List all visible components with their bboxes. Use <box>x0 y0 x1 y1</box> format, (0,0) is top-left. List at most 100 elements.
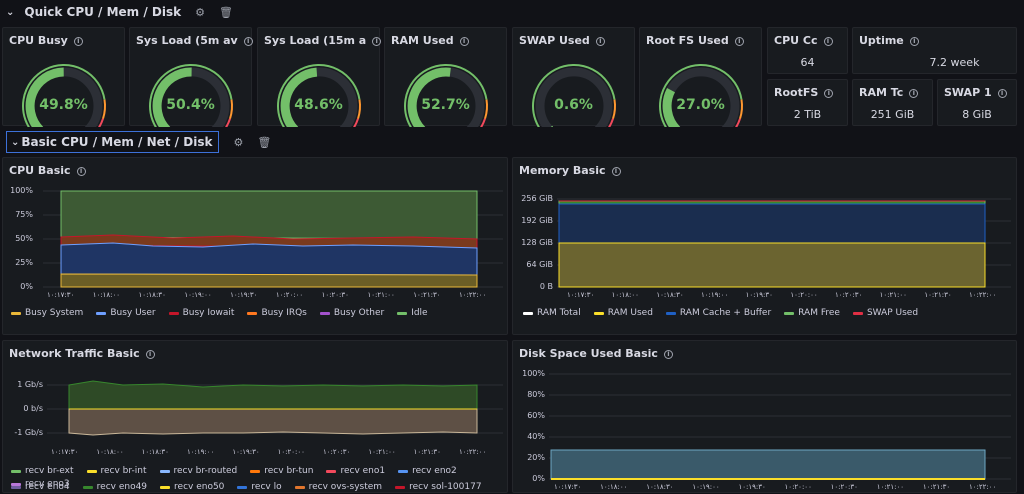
info-icon[interactable]: i <box>997 88 1007 98</box>
legend-swatch <box>250 469 261 473</box>
legend-item[interactable]: recv br-routed <box>159 466 237 476</box>
info-icon[interactable]: i <box>145 349 155 359</box>
legend-swatch <box>395 485 406 489</box>
gauge-panel[interactable]: Sys Load (15m a i 48.6% <box>257 27 382 127</box>
network-basic-graph <box>47 380 503 436</box>
legend-item[interactable]: recv br-int <box>86 466 147 476</box>
legend-item[interactable]: Busy User <box>96 308 156 318</box>
legend-label: Busy Other <box>333 308 385 318</box>
area-root-fs <box>550 449 986 480</box>
info-icon[interactable]: i <box>909 36 919 46</box>
y-tick: 0% <box>20 282 33 291</box>
legend-item[interactable]: recv eno3 <box>11 479 70 489</box>
gauge-fill <box>152 67 192 127</box>
gauge-panel[interactable]: Sys Load (5m av i 50.4% <box>129 27 253 127</box>
panel-cpu-basic[interactable]: CPU Basic i 100% 75% 50% 25% 0% ۱۰:۱۷:۳۰ ۱… <box>2 157 508 335</box>
legend-item[interactable]: recv eno1 <box>326 466 385 476</box>
legend-item[interactable]: recv lo <box>237 482 282 492</box>
x-tick: ۱۰:۲۱:۰۰ <box>368 448 396 456</box>
stat-panel-rootfs[interactable]: RootFS i 2 TiB <box>767 79 848 126</box>
legend-label: RAM Cache + Buffer <box>679 308 772 318</box>
gauge-threshold-warn <box>484 99 488 120</box>
legend-item[interactable]: recv eno2 <box>398 466 457 476</box>
info-icon[interactable]: i <box>372 36 382 46</box>
gauge-panel[interactable]: Root FS Used i 27.0% <box>639 27 762 127</box>
stat-panel-swap-total[interactable]: SWAP 1 i 8 GiB <box>937 79 1017 126</box>
info-icon[interactable]: i <box>595 36 605 46</box>
legend-item[interactable]: Busy System <box>11 308 83 318</box>
info-icon[interactable]: i <box>824 88 834 98</box>
stat-panel-ram-total[interactable]: RAM Tc i 251 GiB <box>852 79 933 126</box>
legend-item[interactable]: recv br-tun <box>250 466 313 476</box>
chevron-down-icon[interactable]: ⌄ <box>11 136 20 148</box>
gauge-fill <box>407 67 451 127</box>
gauge-graphic <box>22 64 106 127</box>
legend-item[interactable]: recv ovs-system <box>294 482 382 492</box>
legend-swatch <box>82 485 93 489</box>
row-header-quick[interactable]: ⌄ Quick CPU / Mem / Disk ⚙ 🗑 <box>0 1 233 23</box>
legend-swatch <box>326 469 337 473</box>
legend-item[interactable]: SWAP Used <box>852 308 918 318</box>
x-tick: ۱۰:۲۱:۰۰ <box>879 291 907 299</box>
panel-title: CPU Basic <box>9 164 71 177</box>
legend-item[interactable]: recv br-ext <box>11 466 74 476</box>
legend-item[interactable]: Busy IRQs <box>247 308 307 318</box>
gauge-panel[interactable]: SWAP Used i 0.6% <box>512 27 635 127</box>
legend: RAM Total RAM Used RAM Cache + Buffer RAM F… <box>523 308 918 318</box>
stat-value: 251 GiB <box>870 108 915 121</box>
info-icon[interactable]: i <box>909 88 919 98</box>
info-icon[interactable]: i <box>823 36 833 46</box>
y-tick: 0% <box>532 474 545 483</box>
x-tick: ۱۰:۲۰:۳۰ <box>321 291 349 299</box>
info-icon[interactable]: i <box>734 36 744 46</box>
panel-title: Sys Load (15m a <box>264 34 367 47</box>
legend-item[interactable]: RAM Total <box>523 308 581 318</box>
stat-panel-cpu-cores[interactable]: CPU Cc i 64 <box>767 27 848 74</box>
legend-item[interactable]: RAM Free <box>784 308 840 318</box>
legend-swatch <box>247 311 258 315</box>
legend-swatch <box>397 311 408 315</box>
legend-item[interactable]: RAM Cache + Buffer <box>665 308 772 318</box>
y-tick: 60% <box>527 411 545 420</box>
stat-panel-uptime[interactable]: Uptime i 7.2 week <box>852 27 1017 74</box>
x-tick: ۱۰:۲۱:۳۰ <box>413 291 441 299</box>
legend-item[interactable]: Idle <box>397 308 428 318</box>
legend-item[interactable]: RAM Used <box>593 308 653 318</box>
legend-item[interactable]: recv eno50 <box>160 482 224 492</box>
legend-label: Busy IRQs <box>261 308 307 318</box>
x-tick: ۱۰:۲۰:۳۰ <box>830 483 858 491</box>
legend-item[interactable]: Busy Iowait <box>168 308 234 318</box>
area-user <box>60 242 478 276</box>
gear-icon[interactable]: ⚙ <box>195 5 205 19</box>
info-icon[interactable]: i <box>76 166 86 176</box>
gauge-threshold-crit <box>225 118 231 127</box>
gauge-graphic <box>404 64 488 127</box>
gauge-value: 52.7% <box>421 97 470 113</box>
info-icon[interactable]: i <box>73 36 83 46</box>
gear-icon[interactable]: ⚙ <box>233 135 244 149</box>
legend-label: recv lo <box>251 482 282 492</box>
info-icon[interactable]: i <box>459 36 469 46</box>
gauge-threshold-crit <box>608 118 614 127</box>
info-icon[interactable]: i <box>663 349 673 359</box>
legend-label: recv eno4 <box>25 482 70 492</box>
legend-item[interactable]: recv sol-100177 <box>395 482 482 492</box>
x-tick: ۱۰:۱۷:۳۰ <box>554 483 582 491</box>
gauge-panel[interactable]: CPU Busy i 49.8% <box>2 27 125 127</box>
legend-item[interactable]: recv eno4 <box>11 482 70 492</box>
info-icon[interactable]: i <box>243 36 253 46</box>
trash-icon[interactable]: 🗑 <box>219 5 233 19</box>
legend-label: RAM Used <box>607 308 653 318</box>
legend-item[interactable]: Busy Other <box>319 308 385 318</box>
panel-memory-basic[interactable]: Memory Basic i 256 GiB 192 GiB 128 GiB 64… <box>512 157 1017 335</box>
panel-disk-space-basic[interactable]: Disk Space Used Basic i 100% 80% 60% 40% … <box>512 340 1017 493</box>
legend-item[interactable]: recv eno49 <box>82 482 147 492</box>
chevron-down-icon[interactable]: ⌄ <box>6 6 15 18</box>
y-tick: 80% <box>527 390 545 399</box>
info-icon[interactable]: i <box>611 166 621 176</box>
row-header-basic[interactable]: ⌄ Basic CPU / Mem / Net / Disk ⚙ 🗑 <box>0 131 271 153</box>
panel-network-basic[interactable]: Network Traffic Basic i 1 Gb/s 0 b/s -1 G… <box>2 340 508 493</box>
gauge-panel[interactable]: RAM Used i 52.7% <box>384 27 507 127</box>
trash-icon[interactable]: 🗑 <box>257 135 272 149</box>
legend-label: Busy System <box>25 308 84 318</box>
